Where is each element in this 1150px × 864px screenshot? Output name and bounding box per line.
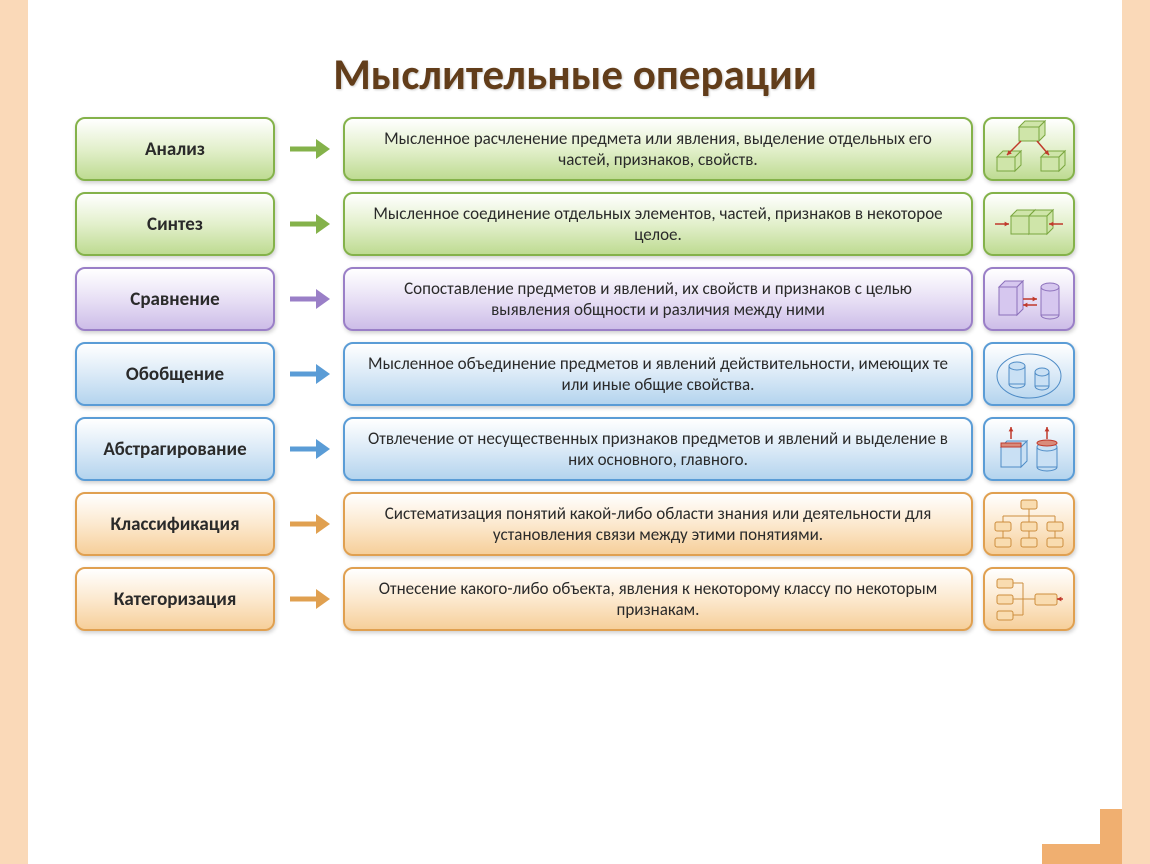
- desc-box: Мысленное соединение отдельных элементов…: [343, 192, 973, 256]
- concept-icon: [983, 117, 1075, 181]
- term-label: Анализ: [145, 138, 205, 161]
- concept-icon: [983, 267, 1075, 331]
- term-box: Анализ: [75, 117, 275, 181]
- arrow-icon: [285, 567, 333, 631]
- desc-text: Мысленное расчленение предмета или явлен…: [363, 128, 953, 171]
- operation-row: Сравнение Сопоставление предметов и явле…: [75, 267, 1075, 331]
- concept-icon: [983, 192, 1075, 256]
- operation-row: Классификация Систематизация понятий как…: [75, 492, 1075, 556]
- bg-stripe-right: [1122, 0, 1150, 864]
- operation-row: Категоризация Отнесение какого-либо объе…: [75, 567, 1075, 631]
- desc-box: Систематизация понятий какой-либо област…: [343, 492, 973, 556]
- term-label: Категоризация: [114, 588, 237, 611]
- operation-row: Синтез Мысленное соединение отдельных эл…: [75, 192, 1075, 256]
- arrow-icon: [285, 267, 333, 331]
- term-box: Классификация: [75, 492, 275, 556]
- page-title: Мыслительные операции: [65, 48, 1085, 101]
- concept-icon: [983, 492, 1075, 556]
- operation-row: Абстрагирование Отвлечение от несуществе…: [75, 417, 1075, 481]
- term-box: Категоризация: [75, 567, 275, 631]
- arrow-icon: [285, 492, 333, 556]
- operation-row: Обобщение Мысленное объединение предмето…: [75, 342, 1075, 406]
- desc-text: Отвлечение от несущественных признаков п…: [363, 428, 953, 471]
- arrow-icon: [285, 117, 333, 181]
- desc-text: Отнесение какого-либо объекта, явления к…: [363, 578, 953, 621]
- slide: Мыслительные операции Анализ Мысленное р…: [50, 20, 1100, 844]
- desc-text: Сопоставление предметов и явлений, их св…: [363, 278, 953, 321]
- desc-box: Мысленное расчленение предмета или явлен…: [343, 117, 973, 181]
- bg-stripe-left: [0, 0, 28, 864]
- concept-icon: [983, 342, 1075, 406]
- term-label: Сравнение: [130, 288, 219, 311]
- arrow-icon: [285, 342, 333, 406]
- term-label: Обобщение: [126, 363, 224, 386]
- term-label: Абстрагирование: [103, 438, 246, 461]
- arrow-icon: [285, 192, 333, 256]
- term-box: Абстрагирование: [75, 417, 275, 481]
- concept-icon: [983, 417, 1075, 481]
- term-box: Обобщение: [75, 342, 275, 406]
- desc-text: Мысленное соединение отдельных элементов…: [363, 203, 953, 246]
- desc-text: Мысленное объединение предметов и явлени…: [363, 353, 953, 396]
- operation-row: Анализ Мысленное расчленение предмета ил…: [75, 117, 1075, 181]
- term-label: Синтез: [147, 213, 203, 236]
- desc-box: Отнесение какого-либо объекта, явления к…: [343, 567, 973, 631]
- term-box: Синтез: [75, 192, 275, 256]
- desc-box: Мысленное объединение предметов и явлени…: [343, 342, 973, 406]
- arrow-icon: [285, 417, 333, 481]
- term-label: Классификация: [110, 513, 239, 536]
- desc-box: Отвлечение от несущественных признаков п…: [343, 417, 973, 481]
- desc-text: Систематизация понятий какой-либо област…: [363, 503, 953, 546]
- term-box: Сравнение: [75, 267, 275, 331]
- concept-icon: [983, 567, 1075, 631]
- desc-box: Сопоставление предметов и явлений, их св…: [343, 267, 973, 331]
- rows-container: Анализ Мысленное расчленение предмета ил…: [65, 117, 1085, 641]
